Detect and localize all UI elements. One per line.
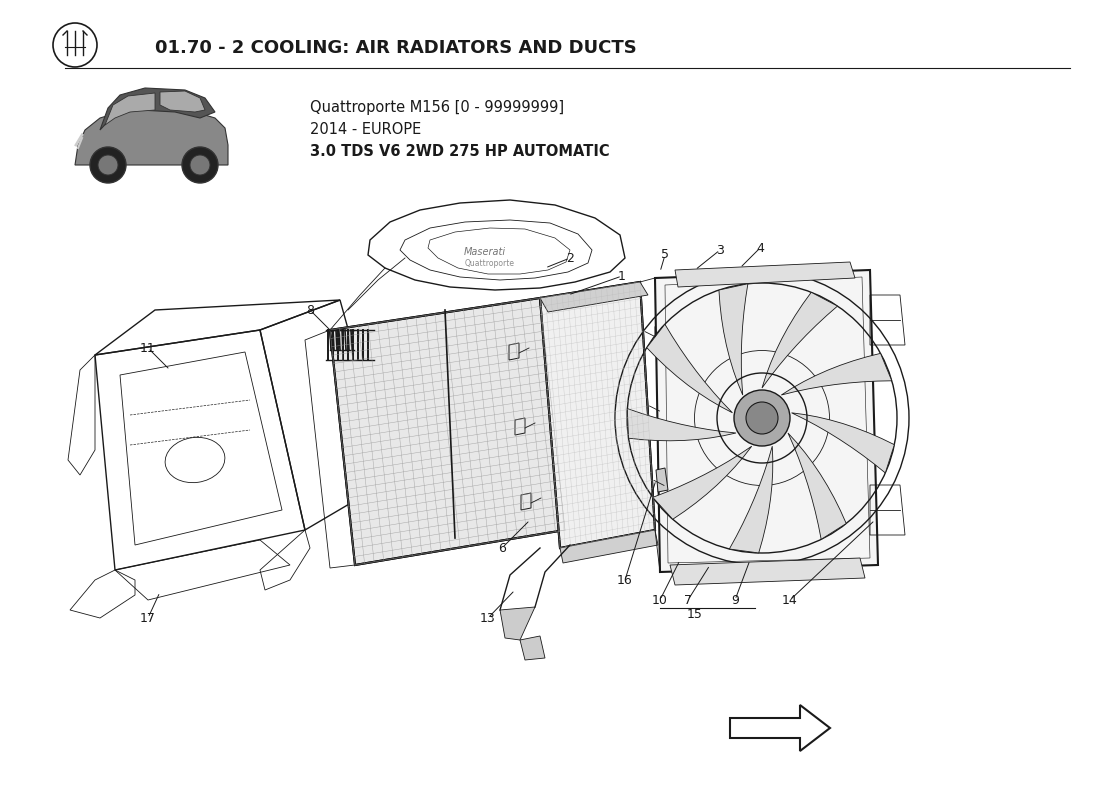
Text: 7: 7: [684, 594, 692, 606]
Text: 2: 2: [566, 251, 574, 265]
Polygon shape: [647, 324, 733, 413]
Polygon shape: [104, 93, 155, 125]
Polygon shape: [729, 446, 773, 553]
Polygon shape: [540, 282, 648, 312]
Text: 16: 16: [617, 574, 632, 586]
Text: 3: 3: [716, 243, 724, 257]
Polygon shape: [675, 262, 855, 287]
Text: Quattroporte M156 [0 - 99999999]: Quattroporte M156 [0 - 99999999]: [310, 100, 564, 115]
Text: 15: 15: [688, 607, 703, 621]
Polygon shape: [792, 413, 894, 473]
Text: 8: 8: [306, 303, 313, 317]
Text: Maserati: Maserati: [464, 247, 506, 257]
Text: 1: 1: [618, 270, 626, 282]
Polygon shape: [160, 91, 205, 112]
Text: 4: 4: [756, 242, 763, 254]
Polygon shape: [719, 284, 748, 395]
Text: 14: 14: [782, 594, 797, 606]
Text: 11: 11: [140, 342, 156, 354]
Polygon shape: [520, 636, 544, 660]
Text: 9: 9: [732, 594, 739, 606]
Text: 01.70 - 2 COOLING: AIR RADIATORS AND DUCTS: 01.70 - 2 COOLING: AIR RADIATORS AND DUC…: [155, 39, 637, 57]
Circle shape: [746, 402, 778, 434]
Circle shape: [190, 155, 210, 175]
Polygon shape: [560, 530, 658, 563]
Polygon shape: [100, 88, 214, 130]
Text: 2014 - EUROPE: 2014 - EUROPE: [310, 122, 421, 137]
Text: 6: 6: [498, 542, 506, 554]
Circle shape: [90, 147, 126, 183]
Polygon shape: [652, 446, 751, 519]
Polygon shape: [627, 409, 736, 441]
Circle shape: [734, 390, 790, 446]
Text: 10: 10: [652, 594, 668, 606]
Polygon shape: [762, 292, 837, 388]
Text: 3.0 TDS V6 2WD 275 HP AUTOMATIC: 3.0 TDS V6 2WD 275 HP AUTOMATIC: [310, 144, 609, 159]
Text: Quattroporte: Quattroporte: [465, 259, 515, 269]
Text: 17: 17: [140, 611, 156, 625]
Polygon shape: [330, 298, 565, 565]
Polygon shape: [500, 607, 535, 640]
Polygon shape: [670, 558, 865, 585]
Polygon shape: [781, 354, 892, 395]
Circle shape: [182, 147, 218, 183]
Text: 13: 13: [480, 611, 496, 625]
Polygon shape: [656, 468, 668, 492]
Polygon shape: [540, 282, 654, 548]
Polygon shape: [788, 433, 846, 539]
Polygon shape: [654, 270, 878, 572]
Polygon shape: [75, 108, 228, 165]
Text: 5: 5: [661, 249, 669, 262]
Circle shape: [98, 155, 118, 175]
Polygon shape: [568, 295, 584, 312]
